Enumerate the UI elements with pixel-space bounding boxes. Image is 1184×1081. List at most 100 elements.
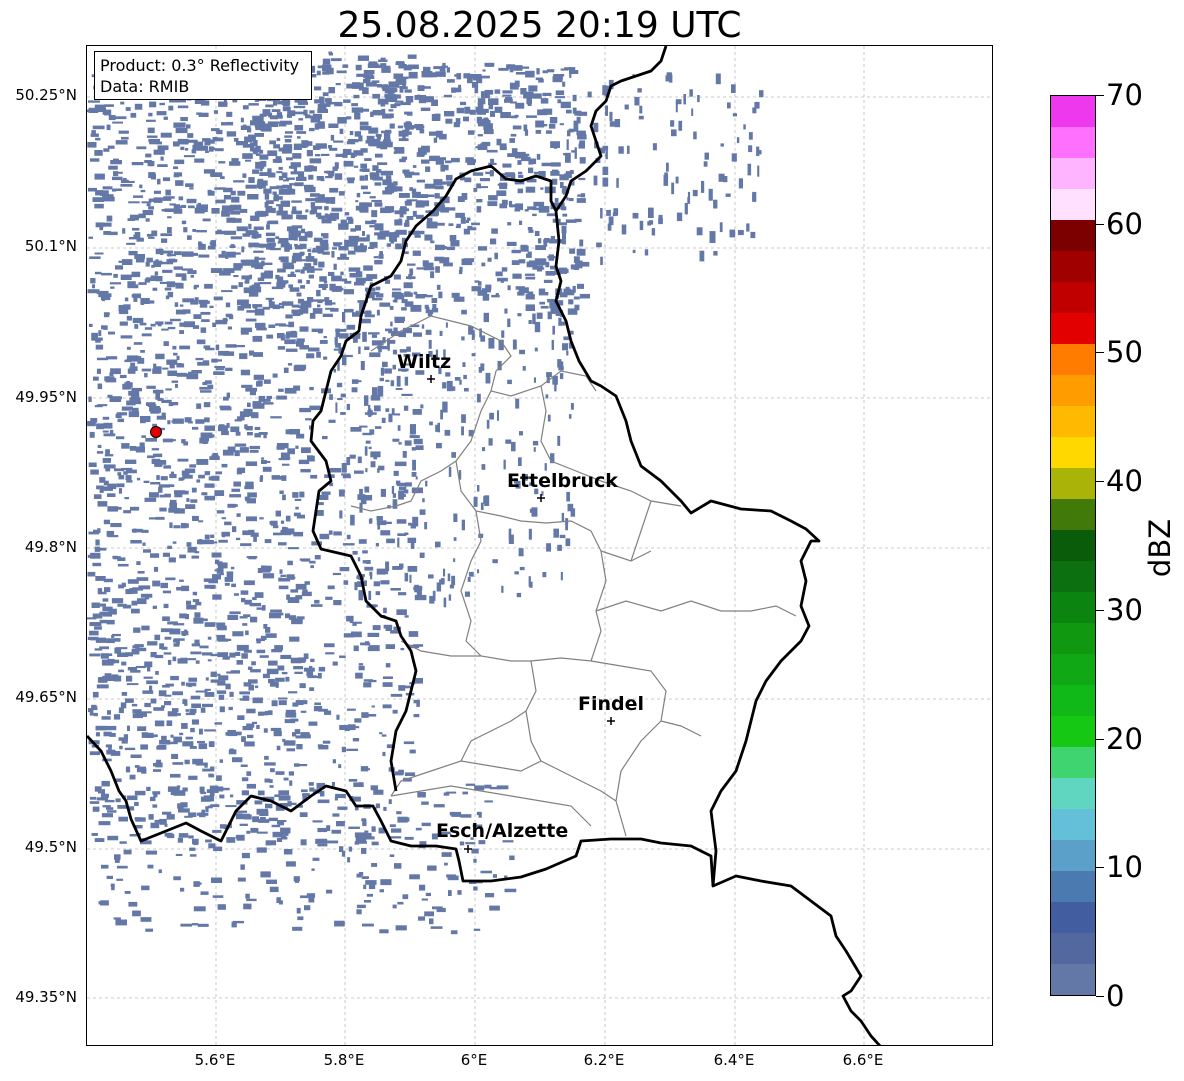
echo-cell	[278, 795, 291, 801]
echo-cell	[220, 176, 225, 180]
echo-cell	[88, 236, 93, 239]
echo-cell	[248, 103, 259, 106]
echo-cell	[310, 604, 323, 607]
echo-cell	[244, 136, 252, 143]
echo-cell	[133, 234, 139, 238]
echo-cell	[192, 426, 199, 430]
echo-cell	[256, 638, 265, 642]
echo-cell	[236, 226, 248, 232]
echo-cell	[89, 653, 101, 657]
echo-cell	[287, 801, 292, 807]
echo-cell	[199, 786, 205, 793]
echo-cell	[372, 110, 384, 116]
echo-cell	[106, 356, 118, 360]
echo-cell	[409, 187, 414, 191]
echo-cell	[276, 204, 285, 207]
echo-cell	[579, 293, 590, 299]
echo-cell	[126, 400, 136, 406]
echo-cell	[101, 716, 111, 720]
echo-cell	[263, 434, 267, 439]
echo-cell	[359, 488, 363, 495]
echo-cell	[718, 173, 725, 182]
echo-cell	[415, 370, 425, 375]
echo-cell	[257, 178, 264, 183]
echo-cell	[437, 422, 440, 433]
echo-cell	[368, 590, 372, 601]
echo-cell	[167, 291, 174, 298]
echo-cell	[380, 530, 391, 536]
echo-cell	[108, 331, 115, 335]
echo-cell	[379, 377, 384, 382]
echo-cell	[296, 744, 303, 750]
echo-cell	[133, 609, 140, 613]
echo-cell	[382, 676, 393, 679]
echo-cell	[382, 361, 388, 368]
echo-cell	[297, 805, 303, 808]
echo-cell	[172, 656, 177, 662]
echo-cell	[518, 287, 529, 294]
echo-cell	[187, 546, 197, 553]
colorbar-segment	[1051, 375, 1095, 406]
echo-cell	[189, 854, 197, 857]
colorbar-tick-label: 0	[1106, 979, 1125, 1013]
echo-cell	[352, 621, 357, 626]
echo-cell	[216, 510, 225, 514]
echo-cell	[275, 771, 285, 775]
echo-cell	[133, 528, 137, 533]
echo-cell	[253, 352, 263, 357]
echo-cell	[305, 141, 313, 146]
map-panel[interactable]	[86, 45, 993, 1046]
echo-cell	[371, 340, 384, 346]
lon-label: 6.4°E	[713, 1051, 755, 1069]
echo-cell	[273, 194, 279, 202]
echo-cell	[377, 346, 389, 350]
echo-cell	[149, 406, 160, 412]
echo-cell	[268, 172, 276, 178]
echo-cell	[239, 698, 248, 701]
echo-cell	[300, 710, 307, 713]
echo-cell	[348, 826, 360, 829]
echo-cell	[182, 741, 194, 747]
echo-cell	[362, 820, 367, 827]
echo-cell	[185, 504, 196, 509]
echo-cell	[536, 312, 543, 319]
echo-cell	[226, 571, 234, 578]
echo-cell	[579, 140, 585, 147]
echo-cell	[532, 440, 539, 446]
echo-cell	[146, 119, 156, 122]
echo-cell	[445, 791, 457, 794]
echo-cell	[363, 495, 373, 501]
echo-cell	[405, 121, 411, 126]
echo-cell	[385, 97, 398, 102]
echo-cell	[265, 840, 277, 846]
echo-cell	[276, 112, 283, 119]
echo-cell	[98, 821, 111, 826]
echo-cell	[691, 108, 694, 116]
echo-cell	[355, 836, 367, 843]
echo-cell	[157, 323, 162, 327]
echo-cell	[166, 741, 178, 745]
echo-cell	[124, 747, 136, 751]
echo-cell	[509, 101, 517, 104]
echo-cell	[431, 114, 441, 121]
echo-cell	[198, 743, 208, 750]
echo-cell	[403, 489, 409, 494]
echo-cell	[482, 69, 486, 72]
echo-cell	[156, 415, 166, 420]
echo-cell	[252, 335, 263, 342]
colorbar-segment	[1051, 189, 1095, 220]
echo-cell	[388, 799, 392, 805]
echo-cell	[554, 96, 566, 99]
echo-cell	[182, 298, 194, 303]
echo-cell	[533, 447, 536, 452]
echo-cell	[148, 814, 154, 820]
echo-cell	[720, 143, 724, 147]
echo-cell	[322, 92, 329, 96]
echo-cell	[477, 569, 480, 574]
colorbar-segment	[1051, 530, 1095, 561]
echo-cell	[651, 228, 656, 236]
echo-cell	[658, 218, 663, 225]
echo-cell	[104, 676, 115, 681]
echo-cell	[557, 300, 564, 306]
echo-cell	[560, 361, 564, 367]
